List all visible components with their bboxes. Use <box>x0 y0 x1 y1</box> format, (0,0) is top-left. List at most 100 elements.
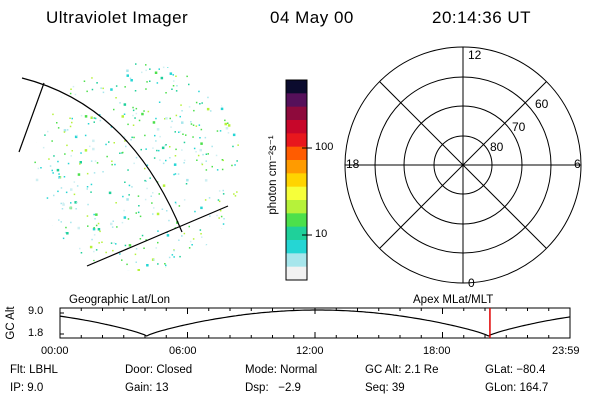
color-bar-band <box>286 146 307 161</box>
emission-pixel <box>95 249 98 251</box>
emission-pixel <box>108 191 112 195</box>
emission-pixel <box>225 225 228 228</box>
emission-pixel <box>206 264 208 266</box>
y-tick-label-1-8: 1.8 <box>28 327 44 339</box>
emission-pixel <box>145 88 147 90</box>
emission-pixel <box>196 70 199 73</box>
emission-pixel <box>238 197 240 200</box>
color-bar-band <box>286 186 307 201</box>
emission-pixel <box>115 202 117 204</box>
emission-pixel <box>216 169 219 171</box>
emission-pixel <box>155 140 157 142</box>
emission-pixel <box>188 83 190 86</box>
emission-pixel <box>135 112 138 115</box>
emission-pixel <box>144 167 146 170</box>
emission-pixel <box>126 69 129 72</box>
emission-pixel <box>236 220 239 222</box>
emission-pixel <box>165 267 167 269</box>
emission-pixel <box>126 74 129 77</box>
emission-pixel <box>111 163 113 166</box>
emission-pixel <box>145 69 147 72</box>
emission-pixel <box>52 172 54 174</box>
emission-pixel <box>175 148 177 151</box>
emission-pixel <box>66 129 69 131</box>
emission-pixel <box>119 152 121 154</box>
emission-pixel <box>230 99 233 102</box>
emission-pixel <box>69 117 71 119</box>
emission-pixel <box>115 243 117 245</box>
emission-pixel <box>169 146 171 148</box>
emission-pixel <box>204 199 207 201</box>
emission-pixel <box>135 156 138 159</box>
emission-pixel <box>220 107 224 111</box>
emission-pixel <box>141 71 143 74</box>
emission-pixel <box>168 219 170 222</box>
emission-pixel <box>233 88 236 91</box>
emission-pixel <box>167 66 169 68</box>
emission-pixel <box>127 123 129 126</box>
emission-pixel <box>74 93 77 96</box>
emission-pixel <box>141 112 144 116</box>
emission-pixel <box>174 173 177 175</box>
emission-pixel <box>164 144 166 147</box>
emission-pixel <box>228 239 230 242</box>
emission-pixel <box>141 234 144 237</box>
emission-pixel <box>113 108 115 111</box>
emission-pixel <box>126 263 128 266</box>
emission-pixel <box>63 176 66 178</box>
emission-pixel <box>159 135 161 138</box>
color-bar-band <box>286 200 307 214</box>
emission-pixel <box>113 242 115 244</box>
meridian-line-lower <box>86 205 229 267</box>
emission-pixel <box>122 195 124 198</box>
emission-pixel <box>199 137 201 139</box>
emission-pixel <box>197 154 200 157</box>
emission-pixel <box>171 88 173 90</box>
mlt-label-18: 18 <box>346 157 360 171</box>
emission-pixel <box>211 165 213 168</box>
emission-pixel <box>164 118 166 120</box>
emission-pixel <box>199 229 202 231</box>
emission-pixel <box>123 103 127 106</box>
emission-pixel <box>169 117 171 120</box>
emission-pixel <box>181 121 184 124</box>
emission-pixel <box>145 148 147 150</box>
emission-pixel <box>123 136 126 138</box>
emission-pixel <box>110 88 113 91</box>
emission-pixel <box>145 239 147 241</box>
emission-pixel <box>99 119 102 122</box>
emission-pixel <box>205 160 207 162</box>
emission-pixel <box>46 245 48 248</box>
emission-pixel <box>201 163 204 166</box>
emission-pixel <box>38 86 40 89</box>
emission-pixel <box>135 63 137 65</box>
emission-pixel <box>63 131 66 133</box>
emission-pixel <box>71 121 73 124</box>
emission-pixel <box>35 141 37 143</box>
emission-pixel <box>199 68 202 71</box>
emission-pixel <box>227 122 229 124</box>
emission-pixel <box>43 218 46 222</box>
emission-pixel <box>149 68 151 70</box>
emission-pixel <box>224 230 227 232</box>
emission-pixel <box>58 176 61 179</box>
emission-pixel <box>188 106 191 108</box>
emission-pixel <box>131 136 133 139</box>
emission-pixel <box>228 227 231 230</box>
emission-pixel <box>194 69 196 71</box>
emission-pixel <box>97 228 101 231</box>
emission-pixel <box>110 242 113 244</box>
emission-pixel <box>128 244 132 247</box>
emission-pixel <box>105 64 108 67</box>
emission-pixel <box>146 264 149 267</box>
emission-pixel <box>70 221 72 224</box>
emission-pixel <box>124 244 127 247</box>
emission-pixel <box>183 269 185 271</box>
emission-pixel <box>100 87 102 89</box>
emission-pixel <box>80 252 83 254</box>
emission-pixel <box>93 250 95 253</box>
glat-info: GLat: −80.4 <box>485 364 546 376</box>
emission-pixel <box>80 68 84 71</box>
emission-pixel <box>158 68 160 70</box>
emission-pixel <box>156 149 158 152</box>
